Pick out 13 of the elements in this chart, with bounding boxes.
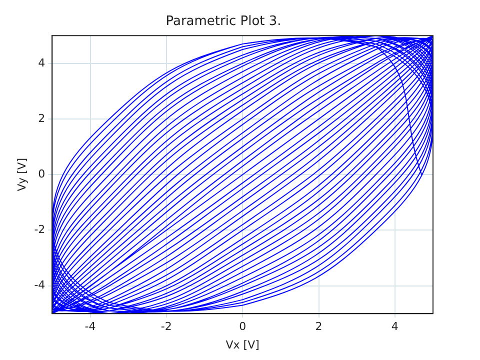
x-tick-label: -4 bbox=[84, 320, 96, 334]
x-tick-label: 4 bbox=[391, 320, 398, 334]
y-tick-label: -4 bbox=[34, 278, 46, 292]
y-tick-label: -2 bbox=[34, 223, 46, 236]
y-tick-label: 4 bbox=[38, 56, 46, 70]
y-axis-title: Vy [V] bbox=[15, 158, 28, 192]
y-tick-label: 0 bbox=[38, 167, 46, 180]
x-tick-label: -2 bbox=[160, 320, 172, 334]
x-axis-title: Vx [V] bbox=[226, 338, 260, 352]
chart-title: Parametric Plot 3. bbox=[166, 14, 282, 30]
x-tick-label: 2 bbox=[315, 320, 322, 334]
x-tick-label: 0 bbox=[239, 320, 246, 334]
y-tick-label: 2 bbox=[38, 112, 46, 125]
